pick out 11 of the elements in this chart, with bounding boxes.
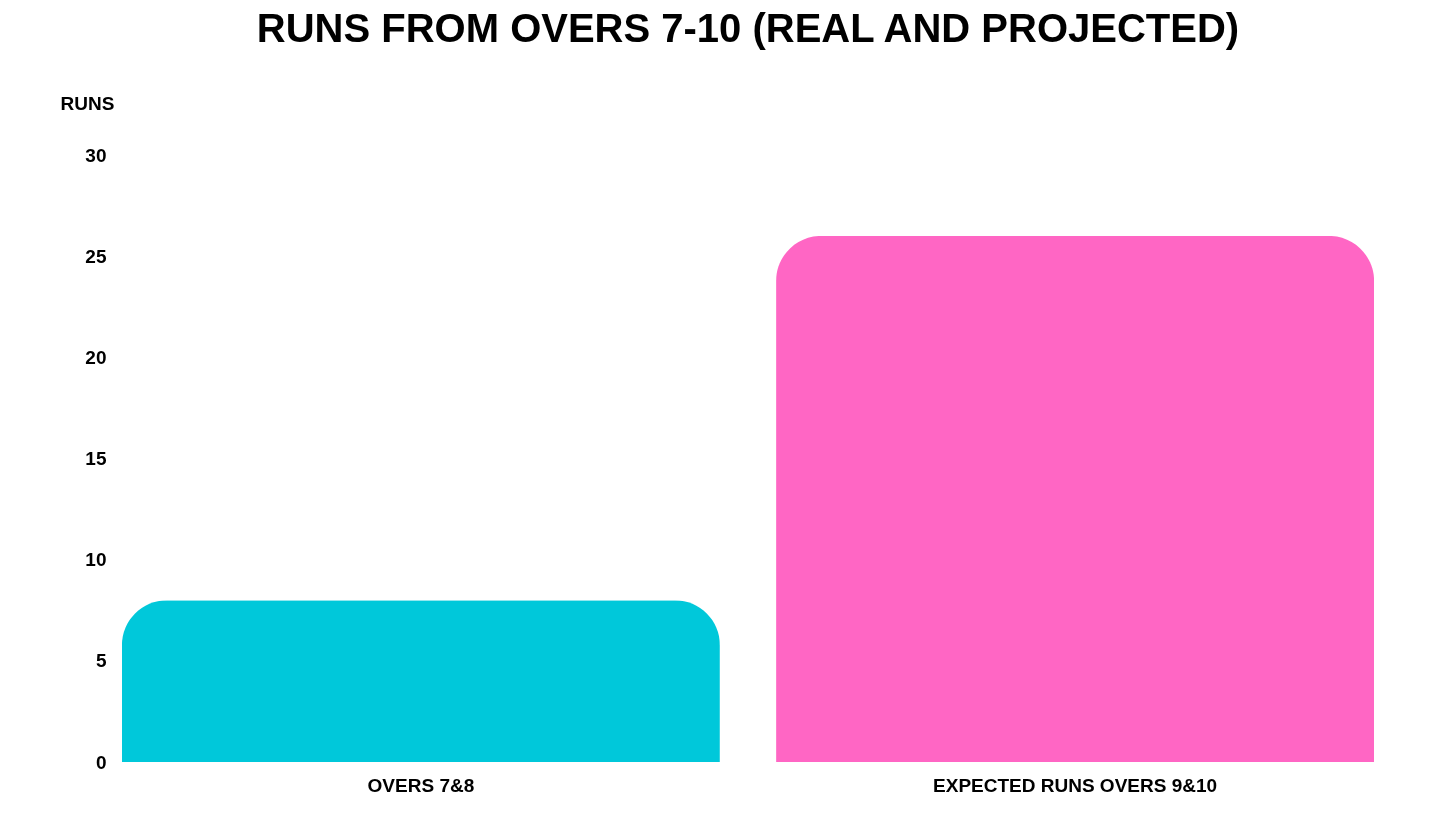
- y-tick-label: 30: [85, 144, 107, 166]
- y-tick-label: 0: [95, 751, 107, 773]
- y-axis-title: RUNS: [60, 92, 115, 114]
- y-tick-label: 10: [85, 549, 107, 571]
- chart-title: RUNS FROM OVERS 7-10 (REAL AND PROJECTED): [256, 6, 1240, 50]
- y-tick-label: 20: [85, 346, 107, 368]
- x-tick-label: EXPECTED RUNS OVERS 9&10: [933, 774, 1218, 796]
- y-tick-label: 25: [85, 245, 107, 267]
- x-tick-label: OVERS 7&8: [367, 774, 475, 796]
- y-tick-label: 15: [85, 448, 107, 469]
- y-tick-label: 5: [95, 650, 107, 672]
